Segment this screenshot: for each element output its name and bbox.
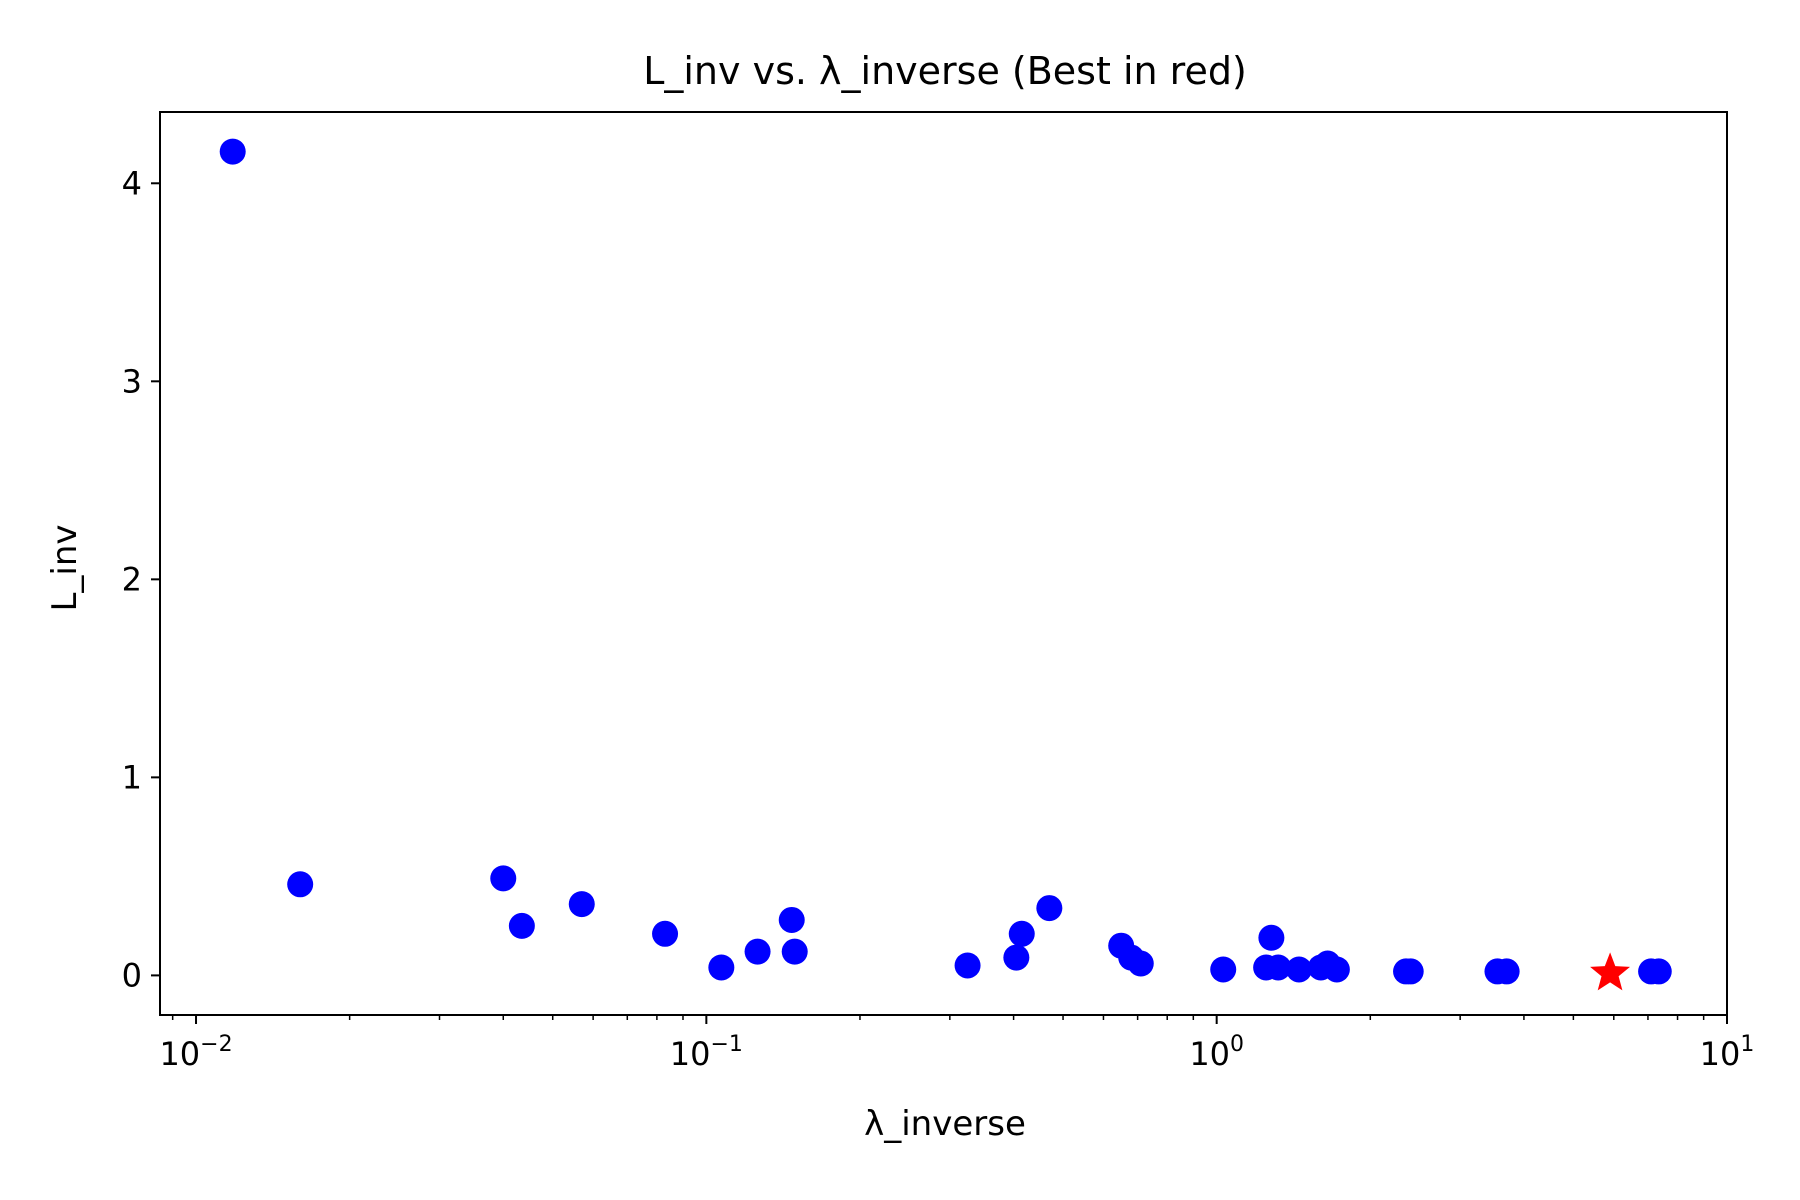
data-point — [1210, 956, 1237, 983]
data-point — [490, 865, 517, 892]
y-axis-label: L_inv — [45, 524, 85, 611]
y-tick-label: 3 — [122, 362, 142, 400]
data-point — [1036, 895, 1063, 922]
data-point — [781, 938, 808, 965]
data-point — [508, 912, 535, 939]
x-tick-label: 101 — [1700, 1032, 1755, 1073]
data-point — [708, 954, 735, 981]
axes: 0 1 2 3 4 10−2 10−1 100 101 — [122, 111, 1755, 1073]
data-point — [1127, 950, 1154, 977]
chart-title: L_inv vs. λ_inverse (Best in red) — [643, 49, 1247, 93]
x-axis-label: λ_inverse — [864, 1104, 1026, 1144]
data-point — [1493, 958, 1520, 985]
best-point-star — [1590, 952, 1630, 991]
data-point — [954, 952, 981, 979]
data-point — [1258, 924, 1285, 951]
y-tick-label: 1 — [122, 758, 142, 796]
data-point — [1008, 920, 1035, 947]
data-point — [568, 891, 595, 918]
data-points — [219, 138, 1672, 991]
data-point — [219, 138, 246, 165]
plot-frame — [159, 111, 1728, 1016]
data-point — [1003, 944, 1030, 971]
y-tick-label: 4 — [122, 164, 142, 202]
y-tick-label: 0 — [122, 956, 142, 994]
data-point — [1265, 954, 1292, 981]
x-tick-label: 10−1 — [670, 1032, 743, 1073]
data-point — [1323, 956, 1350, 983]
data-point — [652, 920, 679, 947]
data-point — [744, 938, 771, 965]
data-point — [1645, 958, 1672, 985]
data-point — [1397, 958, 1424, 985]
x-tick-label: 10−2 — [159, 1032, 232, 1073]
data-point — [1286, 956, 1313, 983]
x-tick-label: 100 — [1189, 1032, 1244, 1073]
data-point — [778, 906, 805, 933]
data-point — [287, 871, 314, 898]
y-tick-label: 2 — [122, 560, 142, 598]
